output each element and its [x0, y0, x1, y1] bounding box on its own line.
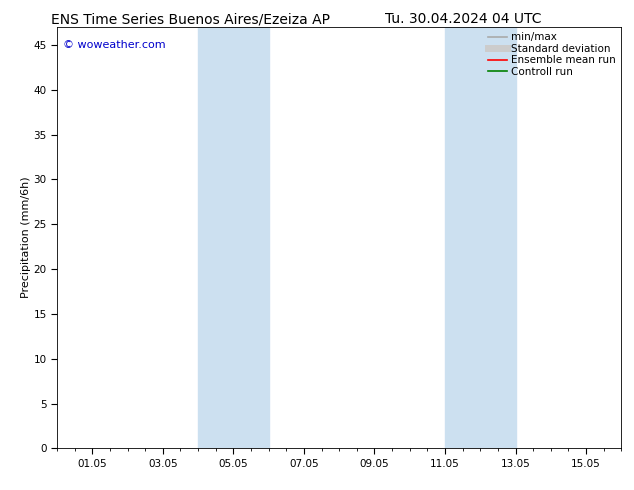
Text: ENS Time Series Buenos Aires/Ezeiza AP: ENS Time Series Buenos Aires/Ezeiza AP [51, 12, 330, 26]
Text: Tu. 30.04.2024 04 UTC: Tu. 30.04.2024 04 UTC [385, 12, 541, 26]
Text: © woweather.com: © woweather.com [63, 40, 165, 49]
Legend: min/max, Standard deviation, Ensemble mean run, Controll run: min/max, Standard deviation, Ensemble me… [486, 30, 618, 79]
Y-axis label: Precipitation (mm/6h): Precipitation (mm/6h) [21, 177, 30, 298]
Bar [198, 27, 269, 448]
Bar [445, 27, 515, 448]
